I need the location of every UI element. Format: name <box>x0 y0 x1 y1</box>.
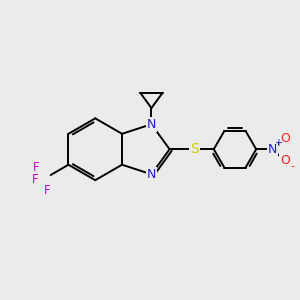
Text: +: + <box>274 138 282 148</box>
Text: F: F <box>33 161 40 174</box>
Text: O: O <box>280 132 290 145</box>
Text: N: N <box>147 118 156 131</box>
Text: O: O <box>280 154 290 167</box>
Text: N: N <box>147 168 156 181</box>
Text: F: F <box>32 173 39 186</box>
Text: F: F <box>44 184 51 197</box>
Text: N: N <box>268 143 277 156</box>
Text: S: S <box>190 142 199 156</box>
Text: -: - <box>290 161 294 171</box>
